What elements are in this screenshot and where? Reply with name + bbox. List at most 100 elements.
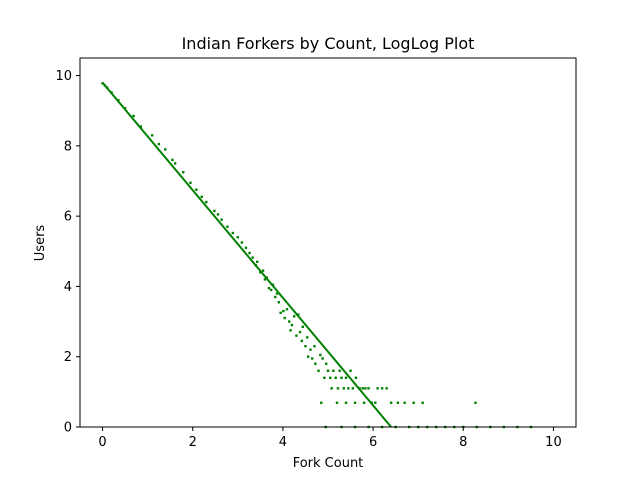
- data-point: [353, 401, 357, 404]
- data-point: [288, 320, 291, 323]
- data-point: [313, 344, 316, 348]
- data-point: [271, 283, 275, 286]
- data-markers: [101, 81, 533, 429]
- data-point: [330, 387, 333, 390]
- data-point: [314, 362, 317, 365]
- data-point: [297, 313, 300, 316]
- data-point: [421, 401, 424, 404]
- data-point: [376, 387, 379, 390]
- data-point: [323, 376, 326, 379]
- data-point: [164, 148, 167, 151]
- data-point: [283, 316, 286, 320]
- data-point: [248, 251, 251, 255]
- data-point: [251, 256, 254, 259]
- data-point: [157, 142, 161, 146]
- data-point: [358, 387, 361, 390]
- data-point: [139, 125, 143, 128]
- data-point: [110, 91, 113, 94]
- data-point: [269, 288, 273, 292]
- data-point: [263, 278, 267, 281]
- y-tick-label: 8: [64, 139, 72, 154]
- data-point: [236, 236, 240, 239]
- data-point: [306, 336, 309, 339]
- data-point: [292, 315, 296, 318]
- data-point: [295, 334, 298, 337]
- data-point: [265, 276, 268, 279]
- y-tick-label: 4: [64, 280, 72, 295]
- data-point: [389, 401, 393, 404]
- data-point: [101, 82, 104, 85]
- data-point: [289, 329, 292, 332]
- y-axis: 0 2 4 6 8 10: [55, 69, 80, 436]
- data-point: [342, 387, 345, 390]
- data-point: [319, 353, 322, 357]
- data-point: [336, 387, 340, 390]
- data-point: [329, 376, 332, 379]
- data-point: [396, 401, 400, 404]
- data-point: [244, 246, 248, 249]
- data-point: [279, 311, 282, 314]
- data-point: [344, 376, 348, 379]
- data-point: [277, 301, 281, 304]
- data-point: [374, 401, 377, 404]
- data-point: [213, 209, 216, 213]
- data-point: [362, 401, 366, 404]
- y-axis-label: Users: [33, 225, 48, 262]
- data-point: [132, 114, 135, 118]
- fit-line: [101, 81, 392, 428]
- data-point: [150, 134, 154, 137]
- x-axis: 0 2 4 6 8 10: [98, 427, 562, 450]
- x-tick-label: 2: [189, 435, 197, 450]
- data-point: [340, 376, 343, 379]
- data-point: [256, 260, 259, 264]
- data-point: [338, 369, 341, 372]
- data-point: [370, 401, 373, 404]
- data-point: [261, 269, 265, 272]
- data-point: [320, 401, 323, 404]
- data-point: [220, 218, 223, 221]
- y-tick-label: 0: [64, 421, 72, 436]
- data-point: [231, 231, 235, 235]
- x-tick-label: 6: [369, 435, 377, 450]
- data-point: [324, 362, 328, 365]
- x-tick-label: 0: [98, 435, 106, 450]
- data-point: [103, 84, 106, 87]
- data-point: [317, 369, 320, 372]
- y-tick-label: 10: [55, 69, 72, 84]
- data-point: [306, 355, 310, 358]
- data-point: [226, 225, 229, 228]
- data-point: [344, 401, 348, 404]
- chart-title: Indian Forkers by Count, LogLog Plot: [182, 34, 475, 53]
- x-tick-label: 10: [545, 435, 562, 450]
- data-point: [105, 86, 109, 89]
- data-point: [275, 292, 279, 295]
- data-point: [195, 188, 198, 191]
- data-point: [304, 344, 307, 348]
- y-tick-label: 2: [64, 350, 72, 365]
- data-point: [347, 387, 350, 390]
- y-tick-label: 6: [64, 210, 72, 225]
- data-point: [282, 309, 285, 313]
- x-tick-label: 8: [459, 435, 467, 450]
- data-point: [309, 348, 312, 351]
- data-point: [171, 158, 174, 162]
- data-point: [385, 387, 388, 390]
- data-point: [301, 325, 304, 329]
- data-point: [321, 357, 324, 360]
- data-point: [364, 387, 367, 390]
- data-point: [335, 401, 339, 404]
- data-point: [182, 171, 185, 174]
- data-point: [285, 308, 289, 311]
- data-point: [354, 376, 358, 379]
- data-point: [216, 213, 220, 216]
- data-point: [240, 241, 244, 244]
- data-point: [349, 369, 352, 372]
- data-point: [332, 369, 335, 372]
- data-point: [300, 339, 304, 343]
- data-point: [311, 357, 314, 360]
- data-point: [200, 195, 203, 199]
- data-point: [326, 369, 330, 372]
- data-point: [267, 286, 271, 290]
- data-point: [361, 387, 364, 390]
- data-point: [474, 401, 477, 404]
